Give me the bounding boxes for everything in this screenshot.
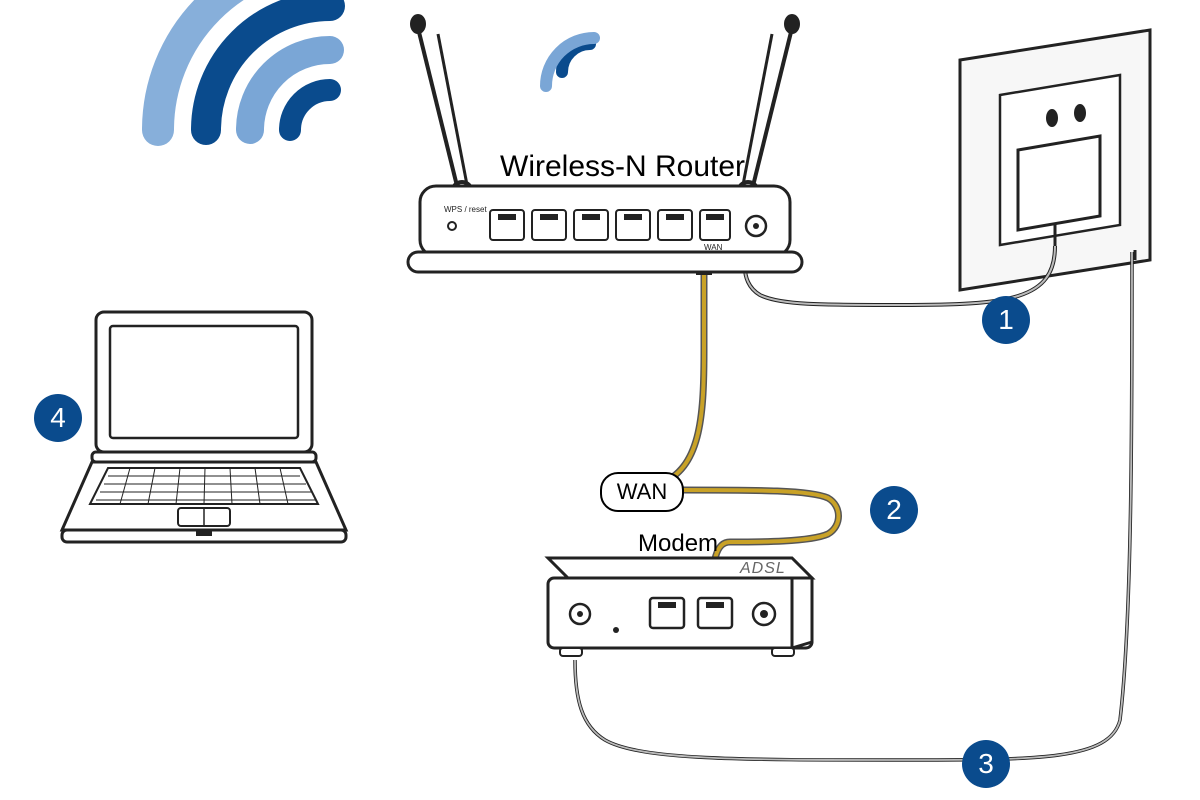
- modem-label: Modem: [638, 530, 718, 558]
- step-badge-1-num: 1: [998, 304, 1014, 336]
- antenna-signal-icon: [546, 38, 594, 86]
- power-outlet-icon: [960, 30, 1150, 290]
- wan-label-text: WAN: [617, 479, 668, 505]
- step-badge-4: 4: [34, 394, 82, 442]
- diagram-canvas: WPS / reset: [0, 0, 1200, 800]
- step-badge-3: 3: [962, 740, 1010, 788]
- svg-text:WAN: WAN: [704, 243, 723, 252]
- step-badge-3-num: 3: [978, 748, 994, 780]
- laptop-icon: [62, 312, 346, 542]
- wan-cable: [660, 256, 839, 648]
- step-badge-4-num: 4: [50, 402, 66, 434]
- svg-text:WPS / reset: WPS / reset: [444, 205, 487, 214]
- router-icon: WPS / reset: [408, 16, 802, 272]
- wifi-signal-icon: [158, 0, 330, 130]
- step-badge-1: 1: [982, 296, 1030, 344]
- step-badge-2-num: 2: [886, 494, 902, 526]
- diagram-svg: WPS / reset: [0, 0, 1200, 800]
- step-badge-2: 2: [870, 486, 918, 534]
- router-label: Wireless-N Router: [500, 150, 745, 184]
- wan-label-pill: WAN: [600, 472, 684, 512]
- modem-type-label: ADSL: [740, 560, 786, 578]
